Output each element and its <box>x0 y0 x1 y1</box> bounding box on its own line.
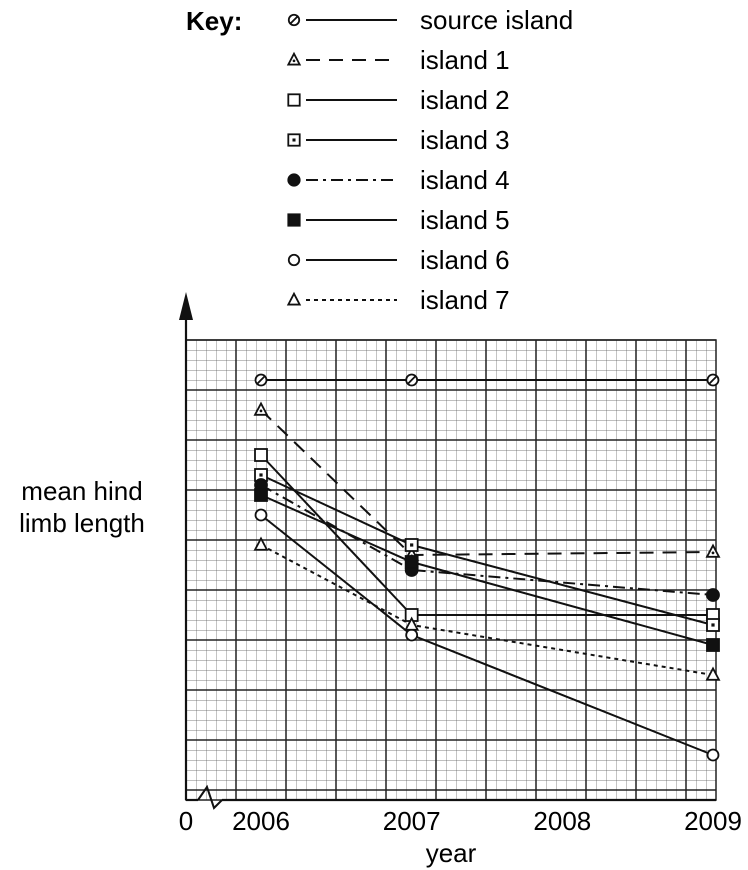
series-marker <box>706 373 720 387</box>
series-marker <box>254 373 268 387</box>
legend-entry: island 2 <box>287 85 510 115</box>
legend-label: island 2 <box>420 85 510 115</box>
series-island-5 <box>254 488 720 652</box>
series-marker <box>253 536 269 551</box>
legend-label: island 6 <box>420 245 510 275</box>
x-axis-label: year <box>426 838 477 868</box>
legend-title: Key: <box>186 6 242 36</box>
axis-break <box>197 784 223 810</box>
plot-area <box>185 339 721 801</box>
y-axis-label-line-1: mean hind <box>21 476 142 506</box>
series-marker <box>405 628 419 642</box>
series-marker <box>706 748 720 762</box>
x-origin-label: 0 <box>179 806 193 836</box>
x-tick-label: 2009 <box>684 806 742 836</box>
series-source-island <box>254 373 720 387</box>
series-line <box>260 484 714 596</box>
grid-fine <box>186 340 716 800</box>
legend-label: source island <box>420 5 573 35</box>
x-tick-label: 2008 <box>533 806 591 836</box>
series-marker <box>286 51 302 66</box>
series-marker <box>287 213 301 227</box>
x-tick-labels: 2006 2007 2008 2009 <box>232 806 742 836</box>
series-marker <box>287 133 301 147</box>
legend-label: island 5 <box>420 205 510 235</box>
series-marker <box>404 555 419 569</box>
series-marker <box>254 488 268 502</box>
series-marker <box>287 13 301 27</box>
series-marker <box>404 616 420 631</box>
series-marker <box>706 638 720 652</box>
grid-coarse <box>185 339 717 801</box>
series-marker <box>404 538 419 552</box>
series-marker <box>287 93 301 107</box>
series-island-6 <box>254 508 720 762</box>
legend-entry: island 5 <box>287 205 510 235</box>
series-island-3 <box>254 468 720 632</box>
legend-entry: island 4 <box>287 165 510 195</box>
x-tick-label: 2006 <box>232 806 290 836</box>
legend-entry: source island <box>287 5 573 35</box>
legend-entry: island 1 <box>286 45 510 75</box>
series-marker <box>253 401 269 416</box>
series-layer <box>253 373 721 762</box>
series-marker <box>706 588 720 602</box>
legend-entry: island 6 <box>287 245 510 275</box>
series-island-4 <box>254 478 720 602</box>
axes: 0 2006 2007 2008 2009 year mean hind limb l… <box>19 292 742 868</box>
series-marker <box>254 508 268 522</box>
legend-label: island 3 <box>420 125 510 155</box>
legend-label: island 1 <box>420 45 510 75</box>
series-island-7 <box>253 536 721 681</box>
series-marker <box>287 173 301 187</box>
series-marker <box>254 448 268 462</box>
x-tick-label: 2007 <box>383 806 441 836</box>
y-axis-arrow <box>179 292 193 320</box>
legend-label: island 4 <box>420 165 510 195</box>
y-axis-label-line-2: limb length <box>19 508 145 538</box>
series-marker <box>706 618 720 632</box>
legend-label: island 7 <box>420 285 510 315</box>
series-marker <box>287 253 301 267</box>
series-marker <box>705 543 721 558</box>
series-marker <box>705 666 721 681</box>
series-marker <box>405 373 419 387</box>
series-marker <box>286 291 302 306</box>
legend-entry: island 7 <box>286 285 510 315</box>
legend-entry: island 3 <box>287 125 510 155</box>
legend: Key: source island island 1 island 2 island… <box>186 5 573 315</box>
